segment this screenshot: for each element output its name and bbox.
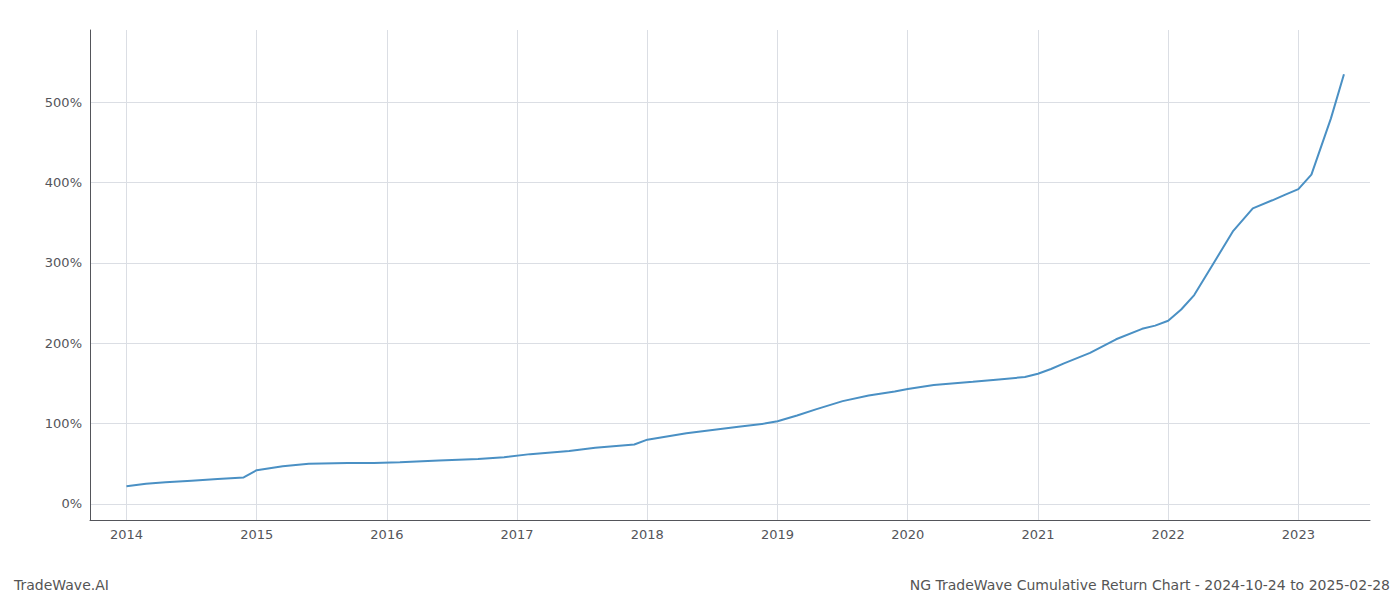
- svg-text:2022: 2022: [1152, 527, 1185, 542]
- svg-text:2017: 2017: [501, 527, 534, 542]
- svg-text:2018: 2018: [631, 527, 664, 542]
- svg-text:TradeWave.AI: TradeWave.AI: [13, 577, 109, 593]
- svg-text:2023: 2023: [1282, 527, 1315, 542]
- svg-text:2020: 2020: [891, 527, 924, 542]
- svg-text:2021: 2021: [1021, 527, 1054, 542]
- svg-text:2015: 2015: [240, 527, 273, 542]
- svg-text:2016: 2016: [370, 527, 403, 542]
- svg-text:NG TradeWave Cumulative Return: NG TradeWave Cumulative Return Chart - 2…: [910, 577, 1390, 593]
- svg-text:500%: 500%: [45, 95, 82, 110]
- svg-text:400%: 400%: [45, 175, 82, 190]
- svg-text:0%: 0%: [61, 496, 82, 511]
- svg-text:200%: 200%: [45, 336, 82, 351]
- svg-text:2019: 2019: [761, 527, 794, 542]
- svg-text:300%: 300%: [45, 255, 82, 270]
- svg-text:2014: 2014: [110, 527, 143, 542]
- svg-text:100%: 100%: [45, 416, 82, 431]
